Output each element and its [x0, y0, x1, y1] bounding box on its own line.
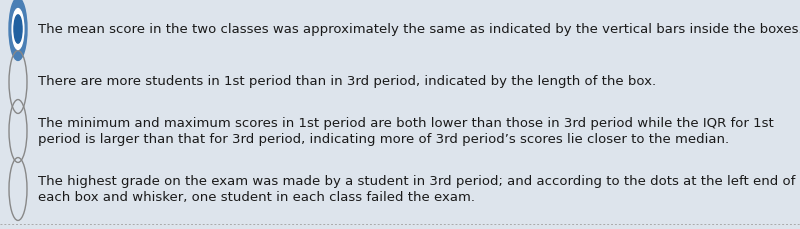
Text: The highest grade on the exam was made by a student in 3rd period; and according: The highest grade on the exam was made b…: [38, 174, 795, 188]
Ellipse shape: [9, 0, 27, 60]
Text: The minimum and maximum scores in 1st period are both lower than those in 3rd pe: The minimum and maximum scores in 1st pe…: [38, 117, 774, 130]
Text: There are more students in 1st period than in 3rd period, indicated by the lengt: There are more students in 1st period th…: [38, 76, 656, 88]
Ellipse shape: [12, 8, 24, 49]
Text: each box and whisker, one student in each class failed the exam.: each box and whisker, one student in eac…: [38, 191, 475, 204]
Text: period is larger than that for 3rd period, indicating more of 3rd period’s score: period is larger than that for 3rd perio…: [38, 133, 729, 145]
Ellipse shape: [14, 15, 22, 43]
Text: The mean score in the two classes was approximately the same as indicated by the: The mean score in the two classes was ap…: [38, 22, 800, 35]
